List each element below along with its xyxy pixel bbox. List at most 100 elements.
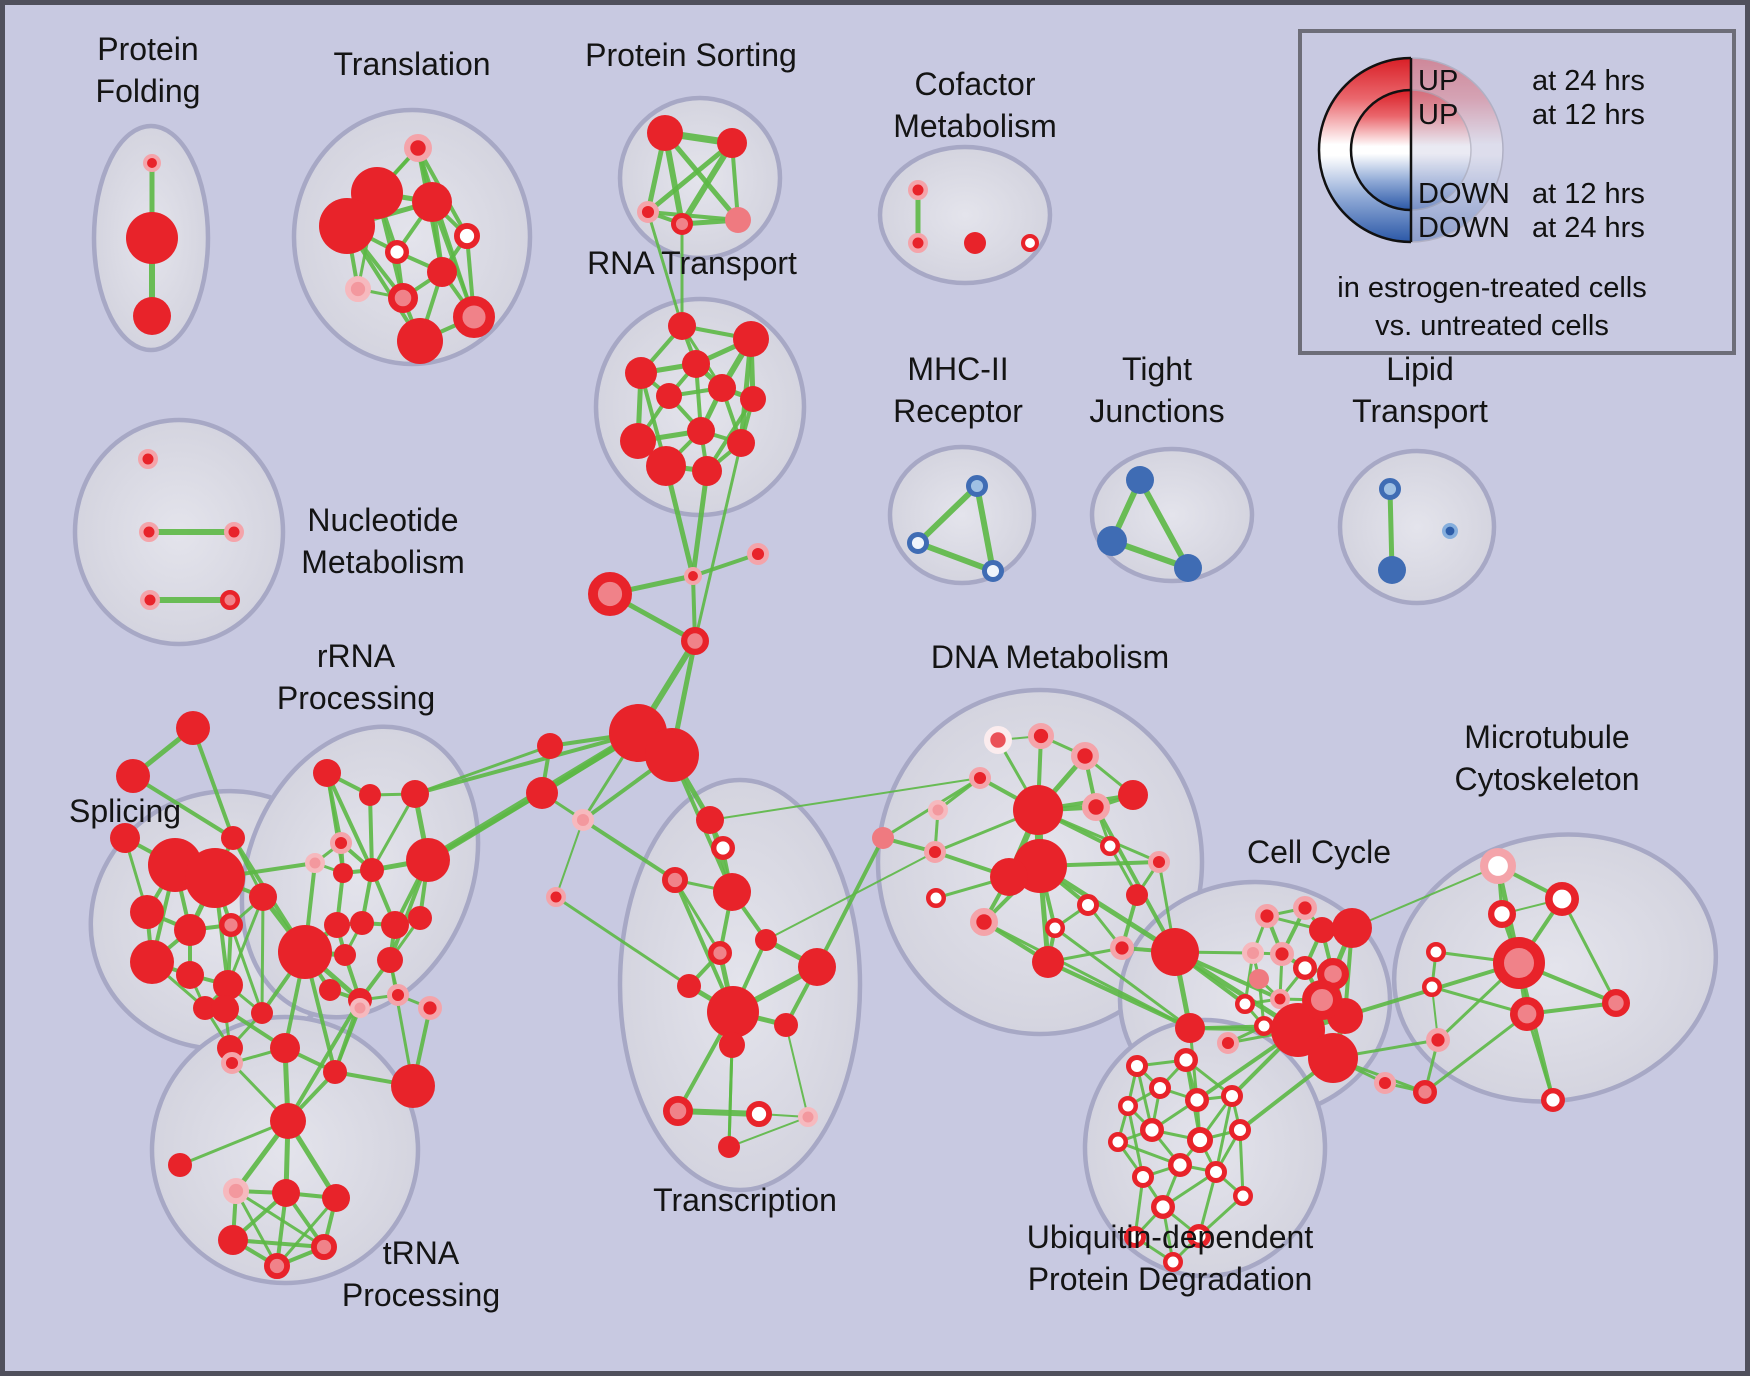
gene-node-microtubule-cytoskeleton-6 (1509, 997, 1544, 1032)
gene-node-translation-0 (403, 133, 432, 162)
gene-node-cell-cycle-6 (1292, 956, 1317, 981)
edge (370, 792, 417, 872)
link-protein-sorting-rna-transport-0 (646, 210, 684, 328)
gene-node-rrna-processing-5 (333, 863, 353, 883)
gene-node-rrna-processing-15 (319, 979, 341, 1001)
gene-node-dna-metabolism-22 (872, 827, 894, 849)
gene-node-splicing-0 (110, 823, 140, 853)
gene-node-rrna-processing-9 (350, 911, 374, 935)
cluster-label-protein-folding: Protein (97, 31, 198, 67)
cluster-label-ubiquitin-degradation: Protein Degradation (1028, 1261, 1313, 1297)
gene-node-rna-transport-8 (687, 417, 715, 445)
gene-node-rrna-processing-21 (323, 1060, 347, 1084)
gene-node-translation-8 (388, 283, 418, 313)
edge (191, 726, 235, 840)
gene-node-mhc-ii-receptor-2 (981, 559, 1004, 582)
gene-node-rna-transport-6 (740, 386, 766, 412)
gene-node-splicing-4 (174, 914, 206, 946)
gene-node-cell-cycle-16 (1216, 1031, 1239, 1054)
gene-node-cell-cycle-9 (1270, 989, 1290, 1009)
cluster-nodes-trna-processing (168, 1103, 350, 1280)
cluster-label-lipid-transport: Transport (1352, 393, 1488, 429)
link-transcription-dna-metabolism-23 (709, 777, 981, 821)
edge (229, 923, 264, 1015)
gene-node-dna-metabolism-19 (1032, 946, 1064, 978)
gene-node-protein-folding-1 (126, 212, 178, 264)
gene-node-transcription-6 (798, 948, 836, 986)
gene-node-rrna-processing-23 (418, 996, 443, 1021)
cluster-nodes-mhc-ii-receptor (906, 475, 1004, 582)
cluster-label-protein-sorting: Protein Sorting (585, 37, 797, 73)
legend-time: at 24 hrs (1532, 65, 1645, 97)
cluster-label-tight-junctions: Junctions (1089, 393, 1224, 429)
gene-node-dna-metabolism-14 (970, 908, 999, 937)
gene-node-ubiquitin-degradation-12 (1204, 1160, 1227, 1183)
edge (974, 483, 996, 574)
gene-node-microtubule-cytoskeleton-0 (1480, 847, 1517, 884)
link-connector-transcription-12 (554, 895, 691, 988)
cluster-label-lipid-transport: Lipid (1386, 351, 1454, 387)
cluster-label-dna-metabolism: DNA Metabolism (931, 639, 1169, 675)
gene-node-dna-metabolism-7 (923, 840, 946, 863)
gene-node-connector-1 (588, 572, 633, 617)
gene-node-microtubule-cytoskeleton-1 (1544, 882, 1579, 917)
gene-node-connector-5 (645, 728, 699, 782)
gene-node-transcription-0 (696, 806, 724, 834)
gene-node-dna-metabolism-17 (1126, 884, 1148, 906)
gene-node-cofactor-metabolism-3 (1021, 233, 1040, 252)
legend-time: at 12 hrs (1532, 99, 1645, 131)
edge (727, 1043, 734, 1149)
gene-node-ubiquitin-degradation-11 (1131, 1165, 1154, 1188)
gene-node-connector-9 (546, 887, 566, 907)
gene-node-rna-transport-11 (692, 456, 722, 486)
gene-node-translation-3 (319, 198, 375, 254)
gene-node-microtubule-cytoskeleton-3 (1493, 937, 1545, 989)
gene-node-transcription-13 (798, 1107, 818, 1127)
gene-node-cell-cycle-5 (1269, 942, 1294, 967)
cluster-label-nucleotide-metabolism: Nucleotide (307, 502, 458, 538)
edge (231, 1238, 326, 1249)
gene-node-splicing-10 (193, 996, 217, 1020)
gene-node-cell-cycle-8 (1249, 969, 1269, 989)
gene-node-rna-transport-5 (708, 374, 736, 402)
edge (178, 1119, 290, 1167)
gene-node-dna-metabolism-6 (1118, 780, 1148, 810)
gene-node-tight-junctions-0 (1126, 466, 1154, 494)
gene-node-dna-metabolism-20 (1151, 928, 1199, 976)
link-connector-rrna-processing-6 (426, 791, 544, 862)
gene-node-cell-cycle-4 (1241, 941, 1264, 964)
gene-node-rrna-processing-6 (360, 858, 384, 882)
gene-node-cofactor-metabolism-0 (908, 180, 928, 200)
gene-node-transcription-12 (745, 1101, 772, 1128)
gene-node-transcription-8 (707, 986, 759, 1038)
gene-node-rrna-processing-17 (387, 983, 410, 1006)
gene-node-nucleotide-metabolism-1 (139, 522, 159, 542)
gene-node-lipid-transport-1 (1378, 556, 1406, 584)
gene-node-ubiquitin-degradation-1 (1173, 1047, 1198, 1072)
gene-node-trna-processing-2 (223, 1178, 250, 1205)
gene-node-rrna-processing-7 (406, 838, 450, 882)
legend-time: at 24 hrs (1532, 212, 1645, 244)
gene-node-cell-cycle-14 (1308, 1033, 1358, 1083)
link-transcription-dna-metabolism-24 (765, 851, 936, 941)
edge (1214, 1094, 1234, 1174)
edge (728, 1116, 809, 1148)
legend-footer: vs. untreated cells (1375, 310, 1609, 342)
cluster-nodes-protein-folding (126, 153, 178, 335)
cluster-nodes-tight-junctions (1097, 466, 1202, 582)
gene-node-rrna-processing-20 (270, 1033, 300, 1063)
edge (1126, 1104, 1145, 1179)
gene-node-cell-cycle-11 (1254, 1016, 1274, 1036)
gene-node-rrna-processing-4 (305, 853, 325, 873)
gene-node-connector-6 (537, 733, 563, 759)
edge (260, 895, 265, 1015)
gene-node-transcription-9 (774, 1013, 798, 1037)
gene-node-rna-transport-7 (620, 423, 656, 459)
gene-node-connector-8 (571, 808, 594, 831)
edge (1238, 1128, 1245, 1198)
gene-node-trna-processing-6 (310, 1234, 337, 1261)
gene-node-protein-sorting-0 (647, 115, 683, 151)
cluster-nodes-dna-metabolism (872, 722, 1205, 1043)
